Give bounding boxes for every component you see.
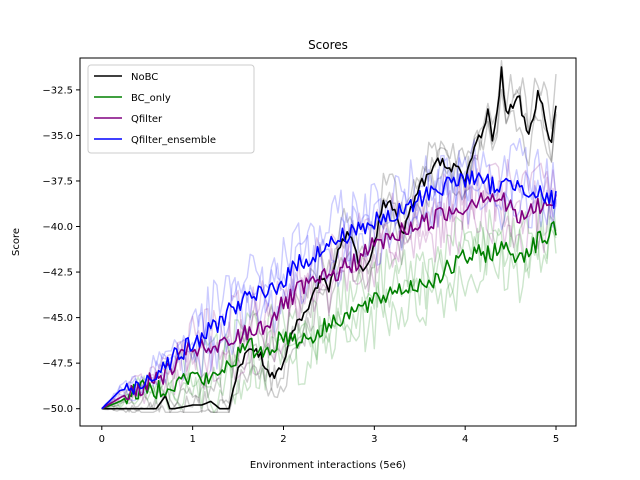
x-tick-label: 3 <box>371 434 377 445</box>
y-axis-label: Score <box>11 228 22 256</box>
legend-label: Qfilter <box>131 114 163 125</box>
x-axis: 0 1 2 3 4 5 <box>99 426 559 445</box>
series-line-qfilter <box>101 192 557 410</box>
legend-box <box>87 64 255 154</box>
x-axis-label: Environment interactions (5e6) <box>250 460 406 471</box>
y-tick-label: −32.5 <box>42 85 73 96</box>
y-tick-label: −42.5 <box>42 268 73 279</box>
series-line-qfilter-ensemble <box>101 170 557 410</box>
x-tick-label: 4 <box>462 434 468 445</box>
chart-title: Scores <box>308 38 348 52</box>
plot-frame <box>79 57 577 427</box>
x-tick-label: 2 <box>280 434 286 445</box>
series-layer <box>101 66 557 410</box>
series-shadow-line <box>101 137 557 410</box>
y-tick-label: −40.0 <box>42 222 73 233</box>
y-tick-label: −35.0 <box>42 131 73 142</box>
y-axis: −50.0 −47.5 −45.0 −42.5 −40.0 −37.5 −35.0 −32.5 <box>42 85 80 415</box>
legend-label: NoBC <box>131 72 158 83</box>
y-tick-label: −47.5 <box>42 359 73 370</box>
series-shadow-line <box>101 88 557 413</box>
series-shadow-line <box>101 215 557 410</box>
legend: NoBC BC_only Qfilter Qfilter_ensemble <box>87 64 255 154</box>
x-tick-label: 0 <box>99 434 105 445</box>
x-tick-label: 5 <box>553 434 559 445</box>
series-line-bc-only <box>101 221 557 410</box>
series-line-nobc <box>101 66 557 410</box>
series-shadow-line <box>101 190 557 410</box>
series-shadow-line <box>101 226 557 413</box>
series-shadow-line <box>101 149 557 410</box>
x-tick-label: 1 <box>189 434 195 445</box>
legend-label: Qfilter_ensemble <box>131 135 216 146</box>
y-tick-label: −37.5 <box>42 176 73 187</box>
legend-label: BC_only <box>131 93 171 104</box>
y-tick-label: −50.0 <box>42 404 73 415</box>
y-tick-label: −45.0 <box>42 313 73 324</box>
